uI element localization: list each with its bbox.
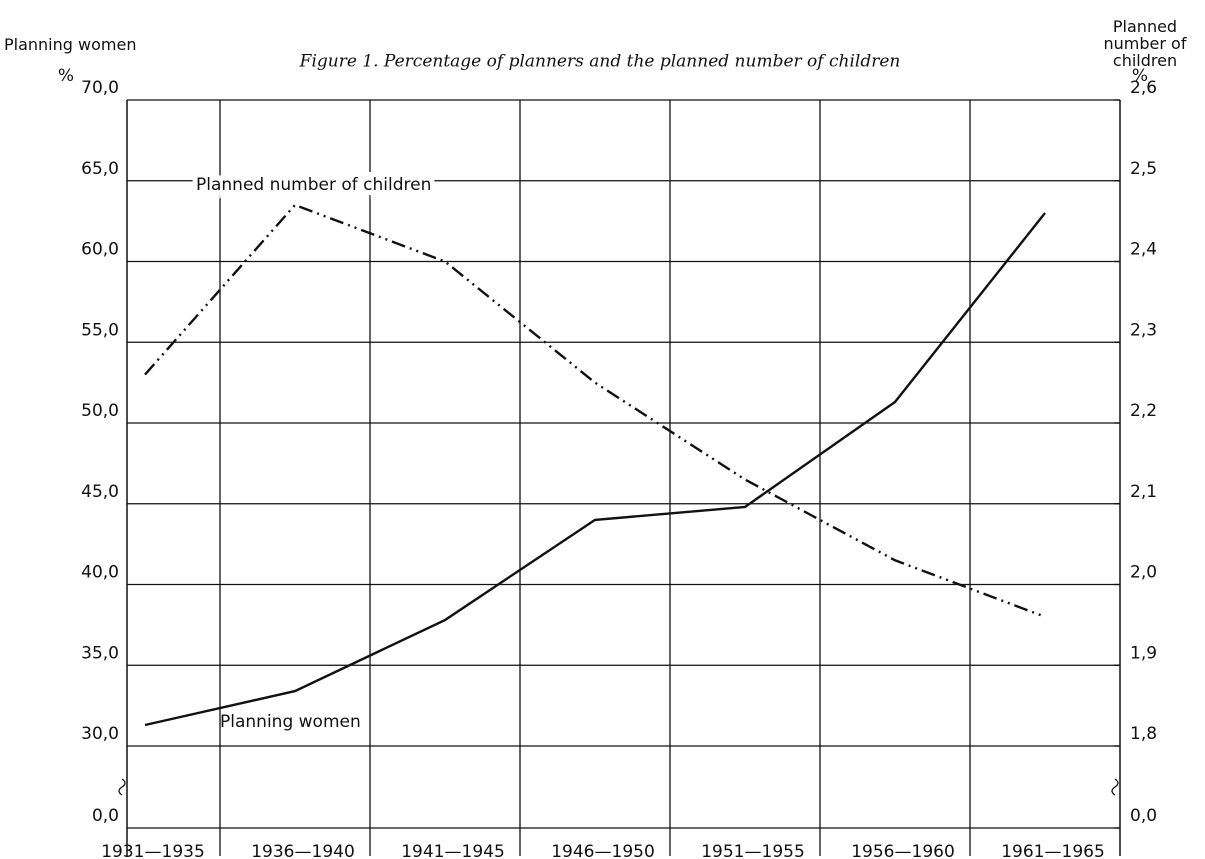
- y-axis-title: Planning women: [4, 35, 137, 54]
- y-tick-label: 55,0: [81, 320, 119, 340]
- x-tick-label: 1956—1960: [851, 842, 955, 859]
- x-tick-label: 1961—1965: [1001, 842, 1105, 859]
- y-tick-label: 45,0: [81, 482, 119, 502]
- y-tick-label: 30,0: [81, 724, 119, 744]
- series-label: Planned number of children: [196, 175, 431, 195]
- y2-tick-label: 2,4: [1130, 240, 1157, 260]
- y2-tick-label: 0,0: [1130, 806, 1157, 826]
- x-tick-label: 1936—1940: [251, 842, 355, 859]
- axis-break: [118, 778, 126, 796]
- y2-tick-label: 1,9: [1130, 643, 1157, 663]
- chart-title: Figure 1. Percentage of planners and the…: [299, 52, 901, 72]
- y2-tick-label: 2,3: [1130, 320, 1157, 340]
- y2-tick-label: 2,1: [1130, 482, 1157, 502]
- y-tick-label: 70,0: [81, 78, 119, 98]
- x-tick-label: 1941—1945: [401, 842, 505, 859]
- y2-tick-label: 2,5: [1130, 159, 1157, 179]
- y-tick-label: 35,0: [81, 643, 119, 663]
- x-tick-label: 1931—1935: [101, 842, 205, 859]
- y-tick-label: 40,0: [81, 563, 119, 583]
- y-tick-label: 60,0: [81, 240, 119, 260]
- series-line: [144, 203, 1046, 618]
- y2-axis-title: Planned number of children: [1103, 17, 1187, 70]
- axis-break: [1111, 778, 1119, 796]
- series-label: Planning women: [220, 712, 361, 732]
- series-line: [144, 212, 1046, 727]
- y2-unit: %: [1132, 66, 1148, 86]
- y2-tick-label: 2,0: [1130, 563, 1157, 583]
- y2-tick-label: 2,6: [1130, 78, 1157, 98]
- x-tick-label: 1951—1955: [701, 842, 805, 859]
- y2-tick-label: 2,2: [1130, 401, 1157, 421]
- y-tick-label: 0,0: [92, 806, 119, 826]
- x-tick-label: 1946—1950: [551, 842, 655, 859]
- y-unit: %: [58, 66, 74, 86]
- y-tick-label: 50,0: [81, 401, 119, 421]
- y-tick-label: 65,0: [81, 159, 119, 179]
- y2-tick-label: 1,8: [1130, 724, 1157, 744]
